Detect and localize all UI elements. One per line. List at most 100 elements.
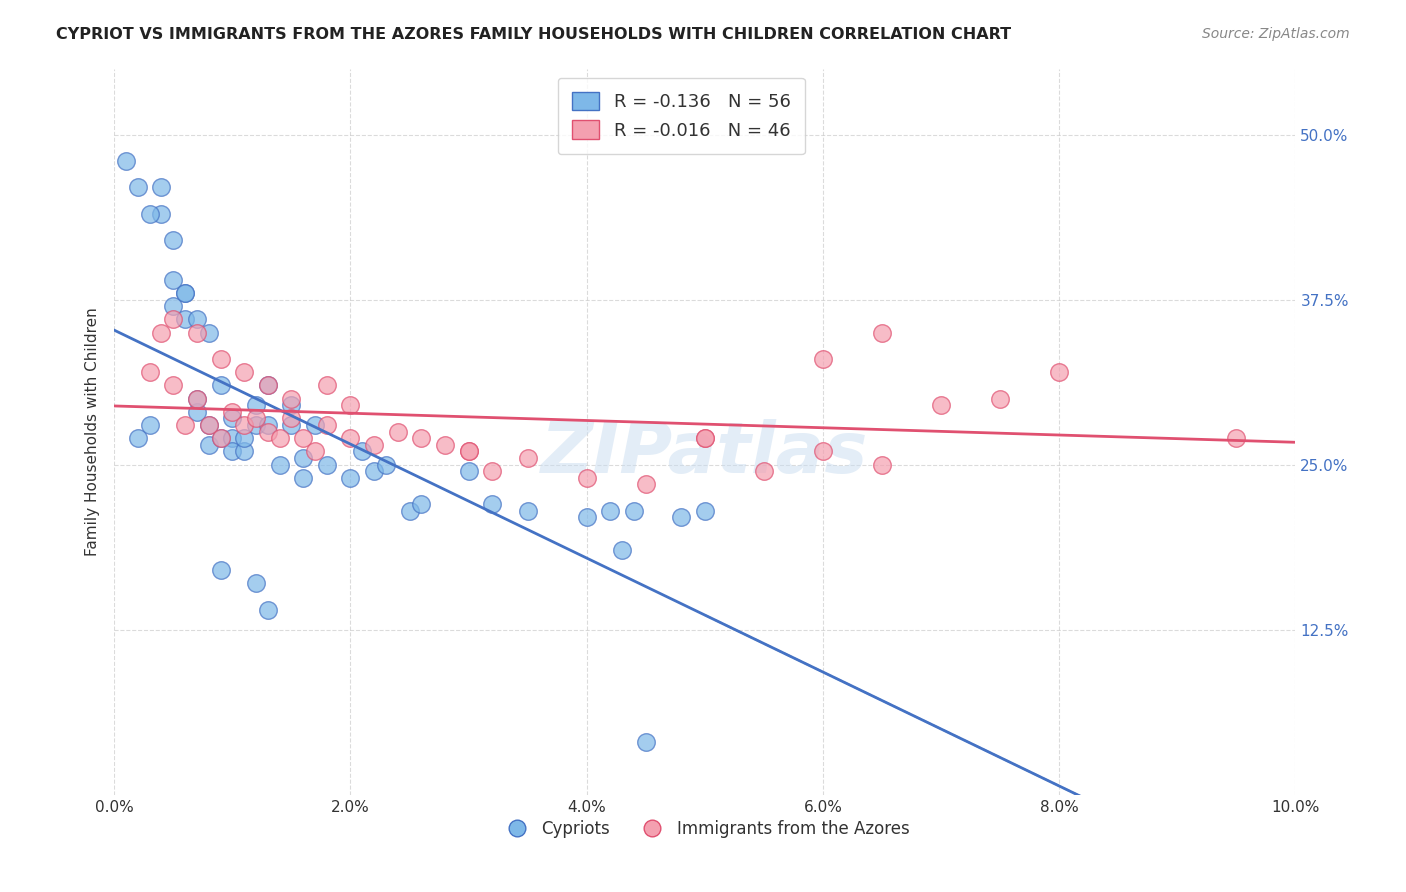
Point <box>575 471 598 485</box>
Point <box>280 398 302 412</box>
Point <box>150 326 173 340</box>
Point <box>256 378 278 392</box>
Point <box>669 510 692 524</box>
Point <box>481 497 503 511</box>
Point <box>693 504 716 518</box>
Legend: Cypriots, Immigrants from the Azores: Cypriots, Immigrants from the Azores <box>494 814 917 845</box>
Point <box>245 398 267 412</box>
Point <box>233 431 256 445</box>
Point <box>269 431 291 445</box>
Point <box>256 378 278 392</box>
Text: Source: ZipAtlas.com: Source: ZipAtlas.com <box>1202 27 1350 41</box>
Point <box>162 273 184 287</box>
Point <box>634 735 657 749</box>
Point <box>870 326 893 340</box>
Point <box>186 405 208 419</box>
Point <box>221 444 243 458</box>
Point <box>186 392 208 406</box>
Point <box>374 458 396 472</box>
Point <box>457 444 479 458</box>
Point <box>481 464 503 478</box>
Point <box>221 411 243 425</box>
Point <box>221 405 243 419</box>
Point <box>186 312 208 326</box>
Point <box>174 417 197 432</box>
Point <box>209 378 232 392</box>
Point <box>174 285 197 300</box>
Point <box>138 365 160 379</box>
Point <box>174 285 197 300</box>
Point <box>292 431 315 445</box>
Point <box>280 392 302 406</box>
Point <box>209 563 232 577</box>
Point <box>693 431 716 445</box>
Point <box>457 464 479 478</box>
Point <box>186 326 208 340</box>
Point <box>197 326 219 340</box>
Point <box>411 431 433 445</box>
Text: ZIPatlas: ZIPatlas <box>541 419 869 488</box>
Point <box>610 543 633 558</box>
Point <box>127 180 149 194</box>
Point <box>398 504 420 518</box>
Point <box>256 603 278 617</box>
Point <box>150 207 173 221</box>
Point <box>929 398 952 412</box>
Point <box>233 417 256 432</box>
Point <box>599 504 621 518</box>
Point <box>197 417 219 432</box>
Point <box>256 417 278 432</box>
Point <box>209 431 232 445</box>
Point <box>315 458 337 472</box>
Point <box>115 153 138 168</box>
Point <box>752 464 775 478</box>
Point <box>162 233 184 247</box>
Point <box>363 464 385 478</box>
Point <box>174 312 197 326</box>
Point <box>221 431 243 445</box>
Point <box>516 504 538 518</box>
Point <box>623 504 645 518</box>
Point <box>516 450 538 465</box>
Point <box>186 392 208 406</box>
Point <box>693 431 716 445</box>
Point <box>292 450 315 465</box>
Point <box>1047 365 1070 379</box>
Point <box>245 411 267 425</box>
Point <box>811 351 834 366</box>
Point <box>315 378 337 392</box>
Point <box>387 425 409 439</box>
Point <box>127 431 149 445</box>
Point <box>1225 431 1247 445</box>
Point <box>256 425 278 439</box>
Point <box>162 378 184 392</box>
Point <box>811 444 834 458</box>
Point <box>245 576 267 591</box>
Point <box>280 417 302 432</box>
Y-axis label: Family Households with Children: Family Households with Children <box>86 307 100 556</box>
Point <box>162 299 184 313</box>
Point <box>162 312 184 326</box>
Point <box>988 392 1011 406</box>
Point <box>292 471 315 485</box>
Point <box>269 458 291 472</box>
Point <box>233 444 256 458</box>
Point <box>870 458 893 472</box>
Point <box>575 510 598 524</box>
Point <box>411 497 433 511</box>
Point <box>304 417 326 432</box>
Point <box>209 351 232 366</box>
Point <box>304 444 326 458</box>
Point <box>197 417 219 432</box>
Point <box>138 207 160 221</box>
Point <box>150 180 173 194</box>
Point <box>634 477 657 491</box>
Point <box>339 471 361 485</box>
Point <box>433 438 456 452</box>
Point <box>315 417 337 432</box>
Point <box>363 438 385 452</box>
Point <box>245 417 267 432</box>
Point <box>339 398 361 412</box>
Point <box>457 444 479 458</box>
Point <box>280 411 302 425</box>
